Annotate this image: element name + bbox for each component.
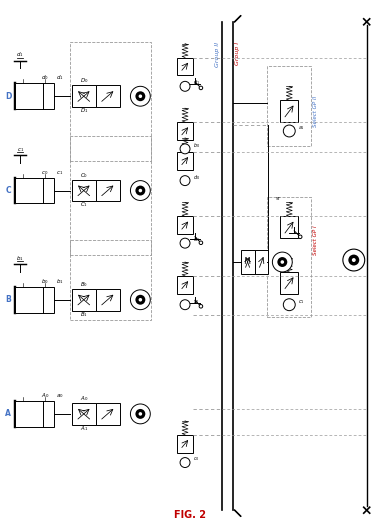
Circle shape [180, 457, 190, 467]
Circle shape [277, 257, 287, 267]
Bar [72, 403, 96, 425]
Bar [96, 85, 120, 107]
Text: $A_0$: $A_0$ [41, 391, 49, 400]
Bar [72, 85, 96, 107]
Text: $C_0$: $C_0$ [80, 171, 88, 180]
Bar [96, 289, 120, 311]
Circle shape [139, 412, 142, 416]
Circle shape [135, 91, 145, 101]
Text: $d_1$: $d_1$ [56, 73, 64, 82]
Text: $a_0$: $a_0$ [193, 298, 200, 306]
Text: $d_0$: $d_0$ [41, 73, 49, 82]
Circle shape [180, 81, 190, 91]
Text: $b_1$: $b_1$ [16, 254, 24, 263]
Text: $a_1$: $a_1$ [298, 124, 305, 132]
Bar [96, 180, 120, 201]
Text: D: D [5, 92, 11, 101]
Circle shape [348, 254, 359, 266]
Text: $c_1$: $c_1$ [17, 146, 24, 154]
Text: A: A [5, 409, 11, 418]
Circle shape [139, 94, 142, 98]
Text: $b_1$: $b_1$ [56, 277, 64, 286]
Text: $c_0$: $c_0$ [193, 456, 200, 463]
Circle shape [283, 125, 295, 137]
Bar [15, 287, 54, 313]
Text: Group I: Group I [235, 42, 240, 65]
Bar [15, 401, 54, 427]
Circle shape [199, 305, 203, 308]
Bar [177, 435, 193, 453]
Bar [241, 250, 255, 274]
Bar [15, 178, 54, 204]
Circle shape [130, 290, 150, 310]
Circle shape [280, 260, 284, 264]
Text: $a_0$: $a_0$ [56, 392, 64, 400]
Text: ST: ST [276, 198, 280, 201]
Bar [70, 240, 151, 320]
Text: FIG. 2: FIG. 2 [174, 510, 206, 520]
Bar [268, 198, 311, 316]
Text: $c_0$: $c_0$ [41, 169, 49, 176]
Circle shape [180, 144, 190, 154]
Text: $d_1$: $d_1$ [193, 78, 200, 87]
Circle shape [135, 186, 145, 196]
Circle shape [180, 238, 190, 248]
Text: $B_1$: $B_1$ [80, 310, 88, 319]
Circle shape [298, 235, 302, 238]
Text: $C_1$: $C_1$ [80, 200, 88, 209]
Text: $D_0$: $D_0$ [79, 76, 88, 85]
Circle shape [199, 86, 203, 90]
Text: $B_0$: $B_0$ [80, 280, 88, 289]
Text: $A_0$: $A_0$ [80, 394, 88, 403]
Circle shape [130, 404, 150, 424]
Circle shape [180, 300, 190, 310]
Text: $A_1$: $A_1$ [80, 424, 88, 432]
Circle shape [180, 175, 190, 186]
Bar [177, 58, 193, 75]
Text: $d_1$: $d_1$ [193, 235, 200, 244]
Circle shape [199, 241, 203, 244]
Bar [280, 100, 298, 122]
Bar [255, 250, 268, 274]
Circle shape [135, 295, 145, 305]
Circle shape [135, 409, 145, 419]
Text: C: C [6, 186, 11, 195]
Text: B: B [6, 295, 11, 304]
Circle shape [343, 249, 365, 271]
Bar [15, 83, 54, 109]
Text: Group II: Group II [215, 42, 220, 67]
Bar [177, 152, 193, 170]
Bar [177, 122, 193, 140]
Text: $d_0$: $d_0$ [193, 173, 200, 182]
Circle shape [139, 298, 142, 302]
Circle shape [130, 86, 150, 106]
Text: $c_1$: $c_1$ [56, 169, 63, 176]
Text: $b_0$: $b_0$ [193, 141, 200, 150]
Bar [280, 272, 298, 294]
Text: Select GP II: Select GP II [313, 96, 318, 128]
Text: $c_1$: $c_1$ [298, 298, 305, 306]
Bar [96, 403, 120, 425]
Circle shape [272, 252, 292, 272]
Bar [72, 180, 96, 201]
Bar [70, 136, 151, 255]
Bar [280, 216, 298, 238]
Circle shape [139, 189, 142, 192]
Text: $d_1$: $d_1$ [16, 50, 24, 59]
Circle shape [130, 181, 150, 200]
Bar [70, 42, 151, 161]
Text: $D_1$: $D_1$ [79, 106, 88, 115]
Bar [177, 216, 193, 234]
Text: Select GP I: Select GP I [313, 225, 318, 255]
Bar [268, 66, 311, 146]
Text: $b_0$: $b_0$ [41, 277, 49, 286]
Circle shape [352, 258, 356, 262]
Bar [177, 276, 193, 294]
Bar [72, 289, 96, 311]
Circle shape [283, 299, 295, 311]
